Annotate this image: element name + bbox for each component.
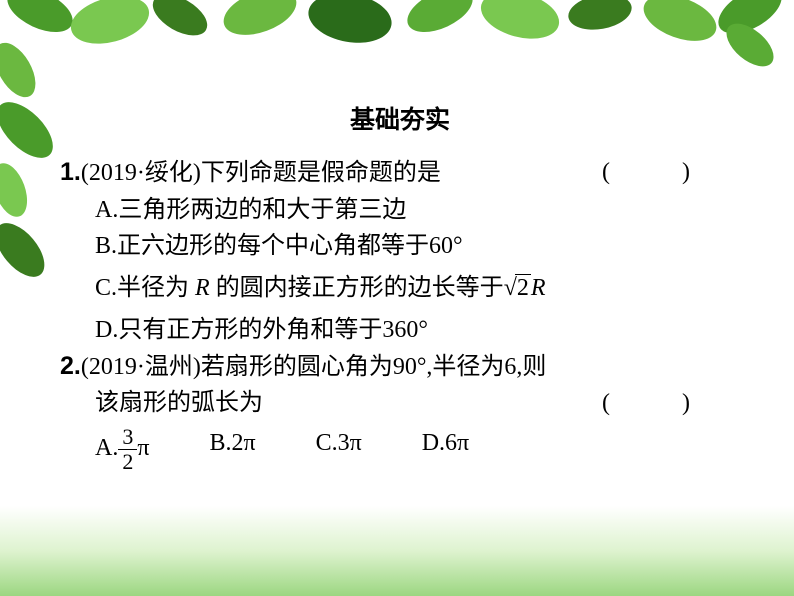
q1-option-b: B.正六边形的每个中心角都等于60° — [95, 228, 740, 264]
q2-option-a: A.32π — [95, 425, 149, 474]
q2-option-b: B.2π — [209, 425, 255, 474]
q1-paren: ( ) — [637, 154, 690, 190]
q2-opta-suffix: π — [137, 435, 149, 461]
q2-option-c: C.3π — [316, 425, 362, 474]
q1-option-a: A.三角形两边的和大于第三边 — [95, 192, 740, 228]
q1-options: A.三角形两边的和大于第三边 B.正六边形的每个中心角都等于60° C.半径为 … — [60, 192, 740, 348]
section-title: 基础夯实 — [60, 100, 740, 136]
q2-opta-prefix: A. — [95, 435, 118, 461]
q2-stem-line1: 2.(2019·温州)若扇形的圆心角为90°,半径为6,则 — [60, 348, 740, 386]
content-area: 基础夯实 1.(2019·绥化)下列命题是假命题的是 ( ) A.三角形两边的和… — [60, 100, 740, 474]
q2-options: A.32π B.2π C.3π D.6π — [60, 421, 740, 474]
q1-optc-prefix: C.半径为 — [95, 275, 189, 301]
q1-number: 1. — [60, 158, 81, 186]
q2-stem-line2: 该扇形的弧长为 ( ) — [60, 385, 740, 421]
frac-num: 3 — [118, 425, 137, 450]
q2-stem-text2: 该扇形的弧长为 — [95, 390, 263, 416]
q2-paren: ( ) — [602, 385, 690, 421]
q1-optc-mid: 的圆内接正方形的边长等于 — [216, 275, 504, 301]
q1-stem-text: (2019·绥化)下列命题是假命题的是 — [81, 160, 441, 186]
question-2: 2.(2019·温州)若扇形的圆心角为90°,半径为6,则 该扇形的弧长为 ( … — [60, 348, 740, 475]
question-1: 1.(2019·绥化)下列命题是假命题的是 ( ) A.三角形两边的和大于第三边… — [60, 154, 740, 348]
q2-option-d: D.6π — [422, 425, 469, 474]
q1-option-c: C.半径为 R 的圆内接正方形的边长等于2R — [95, 264, 740, 312]
q1-optc-sqrt: 2 — [504, 270, 531, 306]
leaf-decoration-top — [0, 0, 794, 90]
q1-optc-r2: R — [531, 275, 546, 301]
frac-den: 2 — [118, 450, 137, 474]
q1-option-d: D.只有正方形的外角和等于360° — [95, 312, 740, 348]
q2-opta-fraction: 32 — [118, 425, 137, 474]
q2-stem-text1: (2019·温州)若扇形的圆心角为90°,半径为6,则 — [81, 354, 547, 380]
q2-number: 2. — [60, 352, 81, 380]
q1-optc-r1: R — [195, 275, 210, 301]
q1-stem-line: 1.(2019·绥化)下列命题是假命题的是 ( ) — [60, 154, 740, 192]
gradient-bottom — [0, 506, 794, 596]
